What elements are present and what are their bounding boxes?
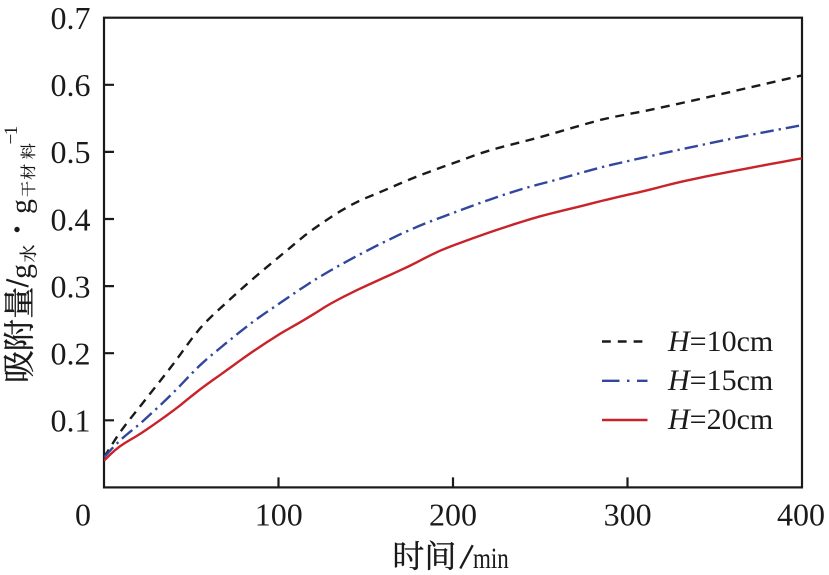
svg-text:g: g: [5, 199, 38, 214]
svg-text:400: 400: [777, 497, 825, 533]
svg-text:0.4: 0.4: [51, 201, 91, 237]
svg-text:−: −: [1, 134, 22, 145]
svg-text:g: g: [5, 264, 38, 279]
svg-text:1: 1: [1, 126, 22, 136]
svg-text:H=20cm: H=20cm: [667, 403, 773, 436]
svg-text:0.1: 0.1: [51, 403, 91, 439]
svg-text:0.5: 0.5: [51, 134, 91, 170]
svg-text:H=10cm: H=10cm: [667, 325, 773, 358]
svg-text:0.6: 0.6: [51, 67, 91, 103]
svg-text:0.7: 0.7: [51, 0, 91, 36]
svg-text:100: 100: [255, 497, 303, 533]
svg-text:0: 0: [75, 497, 91, 533]
svg-text:300: 300: [604, 497, 652, 533]
svg-text:200: 200: [429, 497, 477, 533]
svg-text:0.3: 0.3: [51, 268, 91, 304]
svg-text:0.2: 0.2: [51, 336, 91, 372]
svg-text:H=15cm: H=15cm: [667, 364, 773, 397]
svg-text:min: min: [473, 542, 509, 575]
